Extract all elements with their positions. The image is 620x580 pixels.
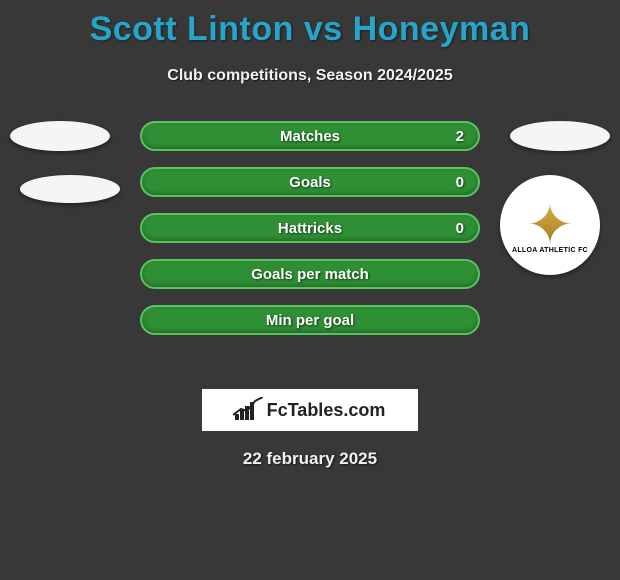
bar-value: 0	[456, 220, 464, 237]
stat-bars: Matches 2 Goals 0 Hattricks 0 Goals per …	[140, 121, 480, 351]
bar-value: 2	[456, 128, 464, 145]
bar-label: Matches	[280, 128, 340, 145]
bar-label: Goals per match	[251, 266, 369, 283]
bar-label: Goals	[289, 174, 331, 191]
bar-hattricks: Hattricks 0	[140, 213, 480, 243]
bar-label: Hattricks	[278, 220, 342, 237]
wasp-icon: ✦	[512, 197, 588, 253]
club-badge-right: ✦ ALLOA ATHLETIC FC	[500, 175, 600, 275]
comparison-stage: ✦ ALLOA ATHLETIC FC Matches 2 Goals 0 Ha…	[0, 121, 620, 381]
brand-box: FcTables.com	[202, 389, 418, 431]
date-label: 22 february 2025	[0, 449, 620, 469]
bar-matches: Matches 2	[140, 121, 480, 151]
subtitle: Club competitions, Season 2024/2025	[0, 67, 620, 85]
brand-text: FcTables.com	[267, 400, 386, 421]
bar-goals-per-match: Goals per match	[140, 259, 480, 289]
bar-chart-icon	[235, 400, 261, 420]
player-photo-left-1	[10, 121, 110, 151]
bar-goals: Goals 0	[140, 167, 480, 197]
player-photo-left-2	[20, 175, 120, 203]
bar-value: 0	[456, 174, 464, 191]
page-title: Scott Linton vs Honeyman	[0, 0, 620, 49]
bar-label: Min per goal	[266, 312, 354, 329]
player-photo-right-1	[510, 121, 610, 151]
bar-min-per-goal: Min per goal	[140, 305, 480, 335]
club-badge-text: ALLOA ATHLETIC FC	[512, 247, 588, 254]
